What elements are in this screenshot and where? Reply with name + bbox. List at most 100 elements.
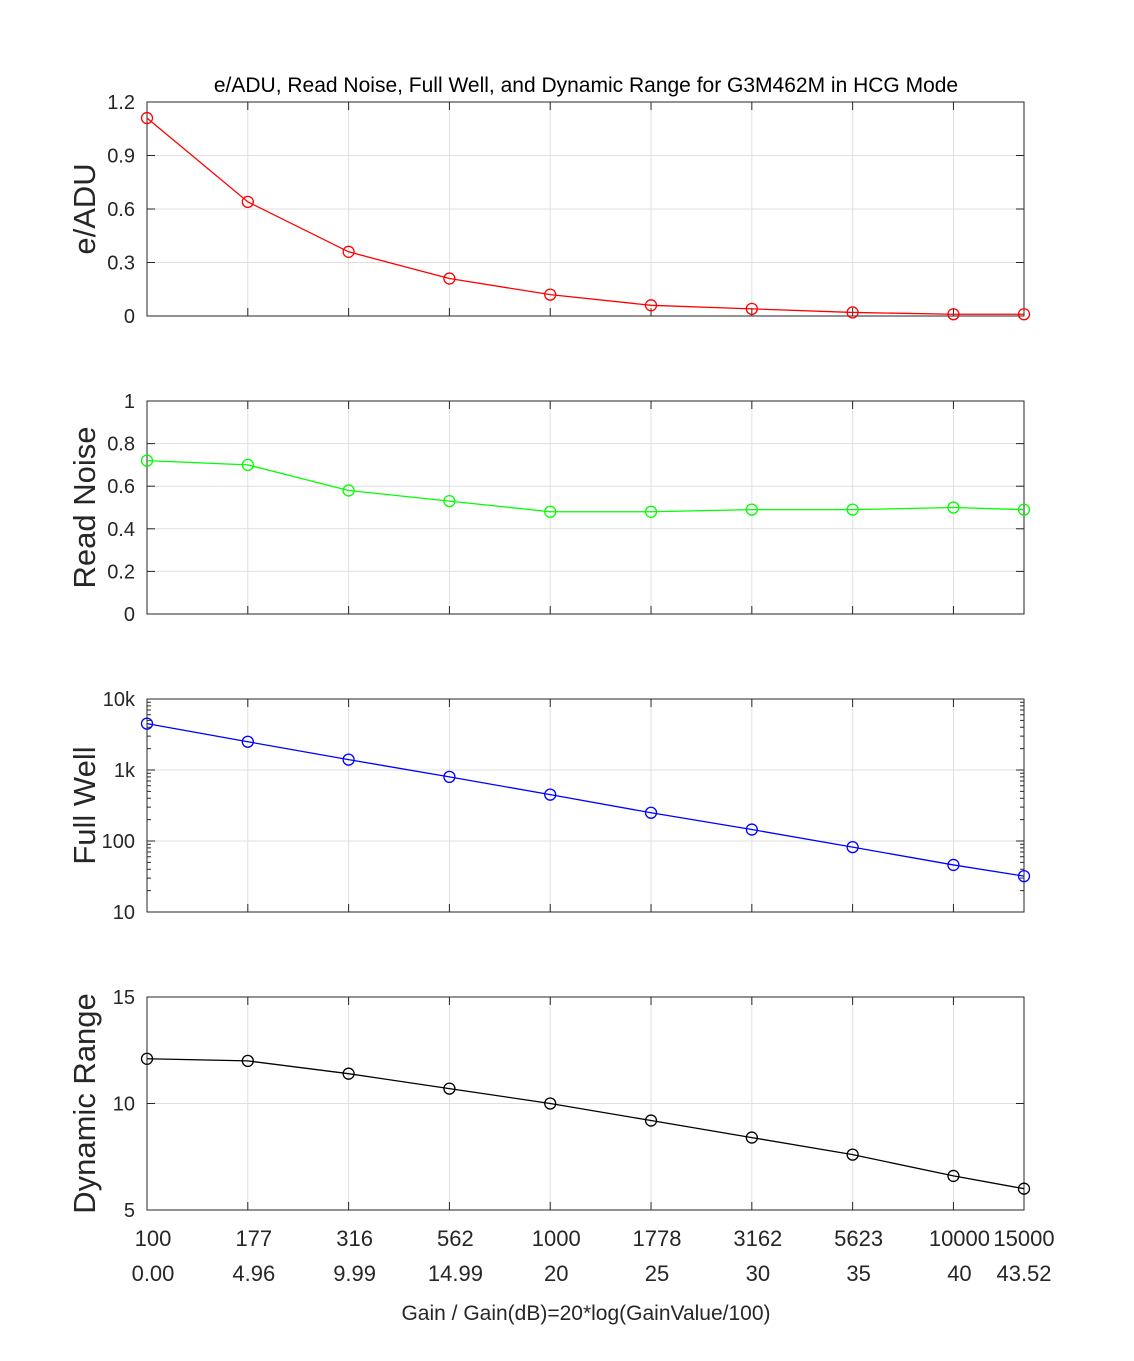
e-adu-ytick-label: 0.9: [107, 146, 135, 168]
panel-full-well: 10 100 1k 10k Full Well: [67, 689, 1031, 924]
read-noise-ytick-label: 0.2: [107, 561, 135, 583]
e-adu-y-axis-label: e/ADU: [67, 163, 102, 254]
read-noise-data-point: [947, 501, 960, 514]
x-tick-label-db: 4.96: [232, 1261, 275, 1286]
read-noise-plot-area: [147, 401, 1024, 614]
full-well-data-point: [140, 717, 154, 730]
read-noise-y-axis-label: Read Noise: [67, 427, 102, 589]
x-axis-label: Gain / Gain(dB)=20*log(GainValue/100): [401, 1302, 770, 1325]
full-well-data-point: [947, 858, 960, 872]
e-adu-data-point: [947, 308, 960, 321]
full-well-ytick-label: 10k: [103, 689, 136, 711]
x-tick-label-gain: 100: [135, 1226, 172, 1251]
dynamic-range-data-point: [644, 1114, 658, 1127]
e-adu-data-point: [342, 245, 355, 258]
read-noise-data-point: [342, 484, 355, 497]
full-well-data-point: [745, 823, 758, 836]
x-tick-label-db: 40: [947, 1261, 971, 1286]
full-well-data-point: [1017, 869, 1031, 883]
full-well-data-point: [342, 753, 355, 766]
read-noise-data-point: [846, 503, 859, 516]
x-tick-label-gain: 177: [235, 1226, 272, 1251]
e-adu-axes-box: [146, 101, 1025, 317]
full-well-data-point: [644, 806, 658, 819]
panels-layer: 0 0.3 0.6 0.9 1.2 e/ADU 0 0.2 0.4 0.6 0.8 1 Read Noi…: [67, 92, 1031, 1222]
panel-e-adu: 0 0.3 0.6 0.9 1.2 e/ADU: [67, 92, 1031, 328]
x-tick-label-gain: 3162: [733, 1226, 782, 1251]
e-adu-series-line: [146, 117, 1024, 315]
read-noise-ytick-label: 1: [124, 391, 135, 413]
x-tick-label-db: 20: [544, 1261, 568, 1286]
x-tick-label-db: 35: [846, 1261, 870, 1286]
dynamic-range-y-axis-label: Dynamic Range: [67, 993, 102, 1214]
dynamic-range-ytick-label: 15: [113, 987, 135, 1009]
e-adu-data-point: [846, 306, 859, 319]
x-tick-label-db: 43.52: [996, 1261, 1051, 1286]
x-tick-label-db: 9.99: [333, 1261, 376, 1286]
read-noise-data-point: [1017, 503, 1031, 516]
full-well-ytick-label: 10: [113, 902, 135, 924]
x-tick-label-gain: 1778: [633, 1226, 682, 1251]
panel-dynamic-range: 5 10 15 Dynamic Range: [67, 987, 1031, 1222]
dynamic-range-data-point: [846, 1148, 859, 1161]
dynamic-range-data-point: [544, 1097, 557, 1110]
x-tick-label-gain: 562: [437, 1226, 474, 1251]
dynamic-range-ytick-label: 10: [113, 1094, 135, 1116]
x-tick-label-db: 0.00: [132, 1261, 175, 1286]
e-adu-data-point: [1017, 308, 1031, 321]
x-axis-labels: 100 0.00 177 4.96 316 9.99 562 14.99 1000 20 1778 2…: [132, 1226, 1055, 1286]
read-noise-data-point: [745, 503, 758, 516]
dynamic-range-data-point: [443, 1082, 456, 1095]
chart-title: e/ADU, Read Noise, Full Well, and Dynami…: [214, 74, 958, 97]
e-adu-data-point: [241, 195, 254, 209]
e-adu-ytick-label: 0.3: [107, 253, 135, 275]
full-well-ytick-label: 100: [102, 831, 135, 853]
x-tick-label-db: 14.99: [428, 1261, 483, 1286]
dynamic-range-data-point: [342, 1067, 355, 1080]
full-well-axes-box: [146, 698, 1025, 913]
x-tick-label-gain: 316: [336, 1226, 373, 1251]
full-well-data-point: [846, 840, 859, 854]
dynamic-range-axes-box: [146, 996, 1025, 1211]
read-noise-data-point: [443, 494, 456, 508]
x-tick-label-db: 25: [645, 1261, 669, 1286]
e-adu-data-point: [443, 272, 456, 285]
e-adu-ytick-label: 0: [124, 306, 135, 328]
read-noise-data-point: [241, 458, 254, 472]
x-tick-label-gain: 15000: [993, 1226, 1054, 1251]
full-well-y-axis-label: Full Well: [67, 746, 102, 864]
e-adu-data-point: [745, 302, 758, 316]
read-noise-data-point: [644, 505, 658, 518]
e-adu-data-point: [544, 288, 557, 301]
panel-read-noise: 0 0.2 0.4 0.6 0.8 1 Read Noise: [67, 391, 1031, 626]
full-well-plot-area: [147, 699, 1024, 912]
dynamic-range-series-line: [146, 1058, 1025, 1190]
read-noise-ytick-label: 0.4: [107, 519, 135, 541]
dynamic-range-data-point: [1017, 1182, 1031, 1195]
read-noise-axes-box: [146, 400, 1025, 615]
x-tick-label-gain: 5623: [834, 1226, 883, 1251]
full-well-ytick-label: 1k: [114, 760, 136, 782]
full-well-data-point: [241, 735, 254, 748]
e-adu-data-point: [140, 111, 154, 125]
dynamic-range-data-point: [140, 1052, 154, 1065]
read-noise-data-point: [544, 505, 557, 518]
x-tick-label-gain: 10000: [929, 1226, 990, 1251]
full-well-data-point: [443, 770, 456, 784]
read-noise-ytick-label: 0.8: [107, 434, 135, 456]
read-noise-data-point: [140, 454, 154, 467]
e-adu-data-point: [644, 299, 658, 312]
full-well-series-line: [146, 722, 1025, 877]
x-tick-label-gain: 1000: [532, 1226, 581, 1251]
read-noise-ytick-label: 0: [124, 604, 135, 626]
dynamic-range-ytick-label: 5: [124, 1200, 135, 1222]
e-adu-ytick-label: 1.2: [107, 92, 135, 114]
dynamic-range-data-point: [745, 1131, 758, 1144]
dynamic-range-data-point: [241, 1054, 254, 1068]
read-noise-series-line: [146, 459, 1025, 513]
dynamic-range-data-point: [947, 1169, 960, 1183]
read-noise-ytick-label: 0.6: [107, 476, 135, 498]
full-well-data-point: [544, 788, 557, 801]
e-adu-ytick-label: 0.6: [107, 199, 135, 221]
